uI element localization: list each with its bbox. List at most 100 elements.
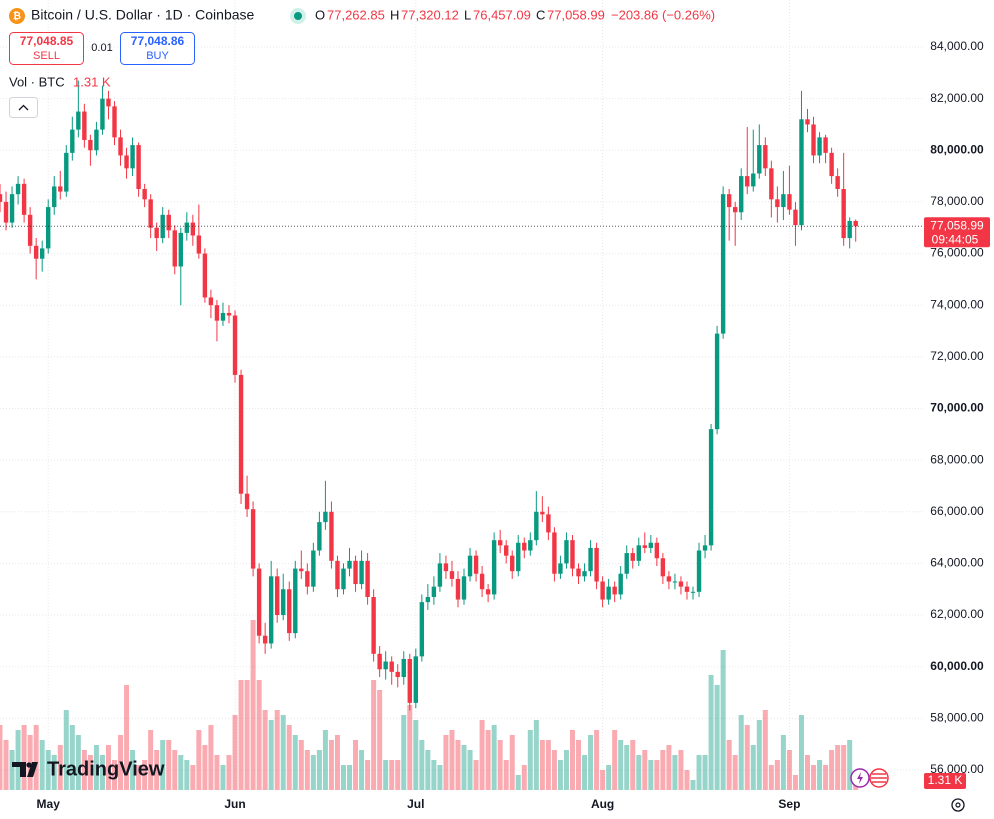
candle-body: [485, 589, 491, 595]
candle-body: [630, 553, 635, 561]
candle-body: [401, 658, 406, 678]
volume-bar: [768, 765, 774, 790]
volume-bar: [268, 720, 274, 790]
volume-bar: [310, 755, 316, 790]
volume-bar: [334, 735, 340, 790]
y-tick-label: 82,000.00: [930, 91, 984, 105]
candle-body: [136, 145, 141, 190]
buy-button[interactable]: [120, 32, 195, 65]
y-tick-label: 72,000.00: [930, 349, 984, 363]
x-tick-label: Jun: [224, 797, 245, 811]
candle-body: [281, 589, 286, 616]
volume-bar: [750, 745, 756, 790]
volume-bar: [720, 650, 726, 790]
volume-bar: [196, 730, 202, 790]
candle-body: [94, 129, 99, 151]
c-value: 77,058.99: [547, 7, 605, 22]
events-icon-glyph: [857, 772, 863, 784]
volume-bar: [274, 710, 280, 790]
price-layer: [0, 80, 858, 711]
volume-bar: [841, 745, 847, 790]
coin-symbol: ₿: [13, 10, 21, 22]
volume-bar: [184, 760, 190, 790]
candle-body: [214, 305, 220, 321]
volume-bar: [798, 715, 804, 790]
sell-price: 77,048.85: [20, 34, 74, 48]
volume-bar: [473, 760, 479, 790]
volume-bar: [208, 725, 214, 790]
x-tick-label: Sep: [778, 797, 800, 811]
candle-body: [552, 532, 557, 574]
volume-bar: [569, 730, 575, 790]
volume-bar: [823, 765, 829, 790]
volume-bar: [660, 750, 666, 790]
y-tick-label: 58,000.00: [930, 711, 984, 725]
volume-bar: [744, 725, 750, 790]
candle-body: [503, 545, 509, 556]
volume-bar: [762, 710, 768, 790]
volume-bar: [708, 675, 714, 790]
candle-body: [389, 661, 394, 672]
volume-bar: [648, 760, 654, 790]
volume-bar: [166, 740, 172, 790]
candle-body: [383, 661, 388, 670]
volume-bar: [805, 755, 811, 790]
volume-bar: [9, 750, 15, 790]
y-tick-label: 68,000.00: [930, 452, 984, 466]
volume-bar: [172, 750, 178, 790]
volume-bar: [606, 765, 612, 790]
volume-bar: [455, 740, 461, 790]
x-tick-label: Jul: [407, 797, 424, 811]
volume-bar: [539, 740, 545, 790]
candle-body: [473, 555, 479, 574]
candle-body: [497, 540, 503, 546]
volume-bar: [618, 740, 624, 790]
y-tick-label: 62,000.00: [930, 607, 984, 621]
candle-body: [413, 656, 419, 703]
volume-bar: [232, 715, 238, 790]
candle-body: [27, 214, 33, 246]
candle-body: [612, 586, 617, 595]
candle-body: [528, 540, 533, 551]
candle-body: [118, 137, 123, 156]
brand-logo-dot: [26, 762, 32, 768]
sell-button[interactable]: [9, 32, 84, 65]
volume-bar: [33, 725, 39, 790]
x-tick-label: May: [37, 797, 61, 811]
candle-body: [811, 124, 816, 156]
volume-bar: [21, 725, 27, 790]
volume-bar: [413, 720, 419, 790]
last-price-label: 77,058.99: [930, 218, 984, 232]
volume-bar: [600, 770, 606, 790]
candle-body: [437, 563, 443, 587]
volume-bar: [15, 730, 21, 790]
candle-body: [769, 168, 774, 200]
volume-bar: [45, 750, 51, 790]
volume-bar: [630, 740, 636, 790]
candle-body: [431, 586, 437, 597]
candle-body: [58, 186, 63, 192]
candle-body: [323, 511, 328, 523]
candle-body: [124, 155, 129, 169]
volume-bar: [51, 755, 57, 790]
volume-bar: [87, 755, 93, 790]
volume-bar: [407, 705, 413, 790]
volume-bar: [395, 760, 401, 790]
candle-body: [624, 553, 629, 574]
collapse-button[interactable]: [9, 97, 38, 118]
volume-bar: [533, 720, 539, 790]
candle-body: [799, 119, 804, 226]
spread: 0.01: [91, 42, 112, 54]
settings-icon[interactable]: [951, 798, 965, 812]
volume-bar: [81, 750, 87, 790]
volume-bar: [425, 750, 431, 790]
volume-bar: [582, 755, 588, 790]
coin-icon: [9, 8, 25, 24]
buy-label: BUY: [146, 50, 169, 62]
candle-body: [70, 129, 75, 153]
candle-body: [142, 189, 147, 200]
h-value: 77,320.12: [401, 7, 459, 22]
candle-body: [184, 222, 190, 233]
volume-bar: [226, 755, 232, 790]
candle-body: [208, 297, 214, 306]
